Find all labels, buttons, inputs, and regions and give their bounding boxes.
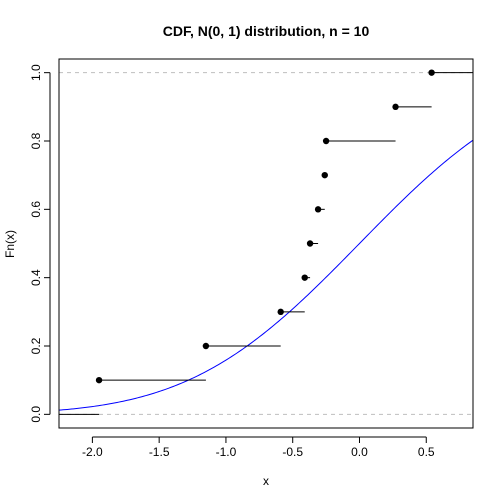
y-tick-label: 0.0 bbox=[29, 406, 43, 423]
ecdf-point bbox=[95, 376, 103, 384]
y-tick-label: 1.0 bbox=[29, 64, 43, 81]
x-tick-label: -1.0 bbox=[216, 445, 237, 459]
ecdf-point bbox=[277, 308, 284, 316]
x-tick-label: -2.0 bbox=[82, 445, 103, 459]
x-axis-label: x bbox=[263, 474, 269, 488]
ecdf-point bbox=[301, 274, 308, 281]
ecdf-point bbox=[202, 342, 210, 350]
ecdf-point bbox=[428, 69, 435, 76]
x-tick-label: -0.5 bbox=[282, 445, 303, 459]
axes: -2.0 -1.5 -1.0 -0.5 0.0 0.5 0.0 0.2 0.4 0.6 0.8 1.0 bbox=[29, 64, 435, 459]
y-tick-label: 0.6 bbox=[29, 201, 43, 218]
y-tick-label: 0.4 bbox=[29, 269, 43, 286]
reference-lines bbox=[59, 72, 473, 415]
normal-cdf-curve bbox=[58, 139, 474, 411]
x-tick-label: -1.5 bbox=[149, 445, 170, 459]
chart-title: CDF, N(0, 1) distribution, n = 10 bbox=[163, 23, 370, 39]
normal-cdf-line bbox=[58, 139, 474, 411]
ecdf-point bbox=[321, 171, 328, 179]
ecdf-point bbox=[306, 240, 314, 247]
ecdf-point bbox=[314, 206, 322, 213]
plot-frame bbox=[58, 58, 474, 429]
ecdf-point bbox=[322, 137, 330, 145]
x-tick-label: 0.5 bbox=[418, 445, 435, 459]
ecdf-points bbox=[95, 69, 435, 384]
y-tick-label: 0.2 bbox=[29, 337, 43, 354]
ecdf-point bbox=[392, 103, 399, 111]
x-tick-label: 0.0 bbox=[351, 445, 368, 459]
y-axis-label: Fn(x) bbox=[3, 230, 17, 258]
ecdf-steps bbox=[59, 72, 473, 415]
y-tick-label: 0.8 bbox=[29, 132, 43, 149]
